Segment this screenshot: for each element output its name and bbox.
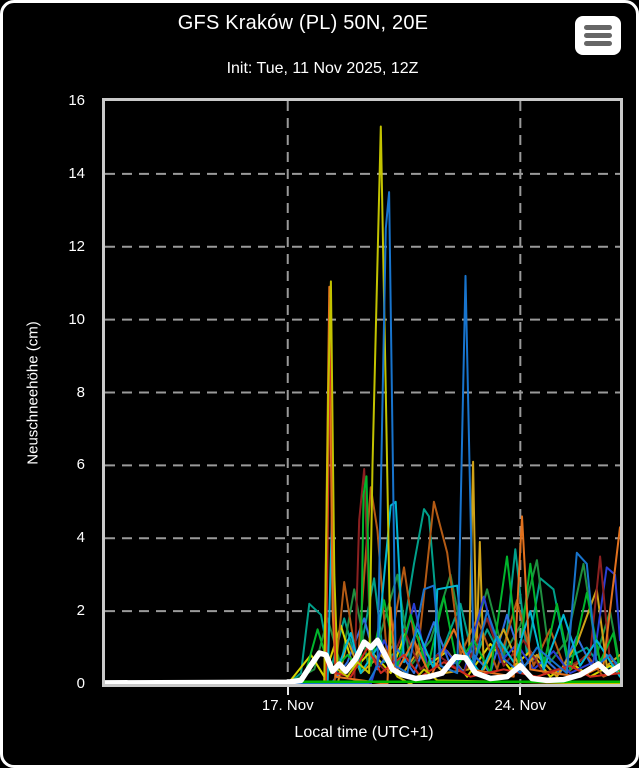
- y-tick-label: 16: [68, 92, 85, 109]
- init-time-label: Init: Tue, 11 Nov 2025, 12Z: [226, 60, 419, 77]
- y-tick-label: 14: [68, 164, 85, 182]
- y-tick-label: 2: [76, 602, 85, 620]
- hamburger-menu-icon: [584, 25, 612, 30]
- ensemble-member-line: [105, 191, 620, 684]
- y-tick-label: 6: [76, 456, 85, 474]
- plot-area: [102, 98, 623, 687]
- ensemble-member-line: [105, 486, 620, 684]
- y-tick-label: 4: [76, 529, 85, 547]
- x-tick-label: 24. Nov: [494, 697, 547, 714]
- mean-line: [105, 637, 620, 684]
- page-title: GFS Kraków (PL) 50N, 20E: [177, 12, 429, 34]
- x-tick-label: 17. Nov: [261, 697, 314, 714]
- hamburger-menu-icon: [584, 33, 612, 38]
- y-tick-label: 0: [76, 675, 85, 692]
- y-tick-label: 10: [68, 310, 85, 328]
- ensemble-member-line: [105, 125, 620, 684]
- ensemble-member-line: [105, 566, 620, 684]
- x-tick-mark: [519, 687, 522, 695]
- spaghetti-plot: [105, 101, 620, 684]
- x-axis-title: Local time (UTC+1): [294, 724, 434, 741]
- x-tick-mark: [286, 687, 289, 695]
- y-tick-label: 12: [68, 237, 85, 255]
- menu-button[interactable]: [575, 16, 621, 55]
- y-tick-label: 8: [76, 383, 85, 401]
- hamburger-menu-icon: [584, 41, 612, 46]
